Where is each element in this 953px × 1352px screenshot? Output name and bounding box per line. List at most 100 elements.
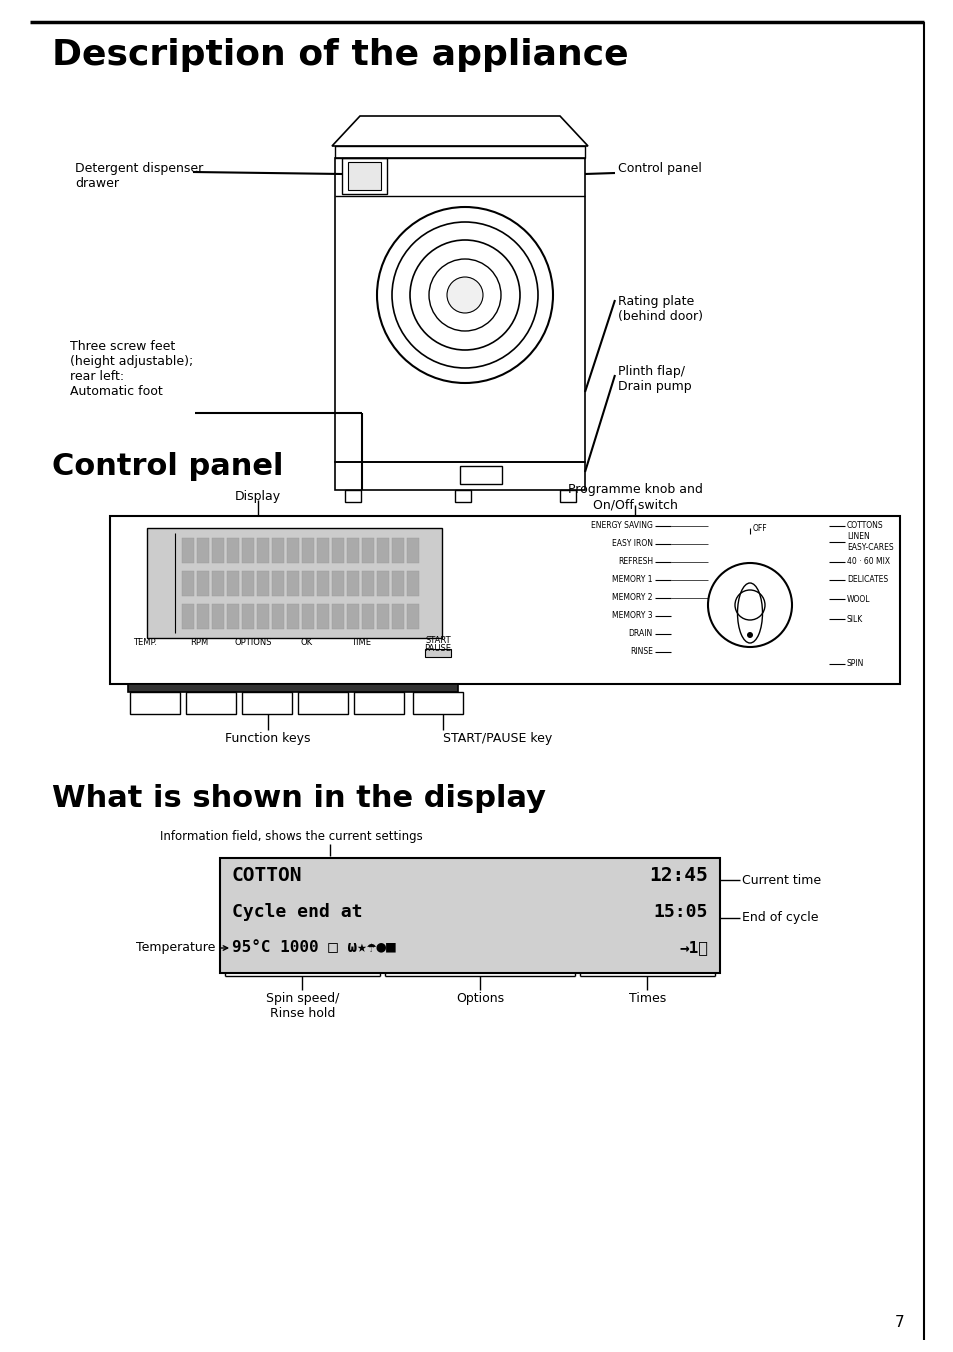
Bar	[242, 692, 292, 714]
Bar	[182, 604, 193, 629]
Bar	[407, 571, 418, 596]
Text: COTTONS: COTTONS	[846, 522, 882, 530]
Bar	[376, 538, 389, 562]
Text: MEMORY 1: MEMORY 1	[612, 576, 652, 584]
Text: MEMORY 2: MEMORY 2	[612, 594, 652, 603]
Bar	[256, 571, 269, 596]
Text: Three screw feet
(height adjustable);
rear left:
Automatic foot: Three screw feet (height adjustable); re…	[70, 339, 193, 397]
Bar	[424, 649, 451, 657]
Bar	[272, 604, 284, 629]
Bar	[287, 538, 298, 562]
Text: What is shown in the display: What is shown in the display	[52, 784, 545, 813]
Text: OFF: OFF	[752, 525, 767, 533]
Text: WOOL: WOOL	[846, 595, 869, 603]
Text: Plinth flap/
Drain pump: Plinth flap/ Drain pump	[618, 365, 691, 393]
Bar	[302, 571, 314, 596]
Text: Cycle end at: Cycle end at	[232, 903, 362, 921]
Bar	[348, 162, 380, 191]
Bar	[212, 571, 224, 596]
Bar	[302, 538, 314, 562]
Bar	[455, 489, 471, 502]
Bar	[272, 538, 284, 562]
Text: 12:45: 12:45	[649, 867, 707, 886]
Text: End of cycle: End of cycle	[741, 911, 818, 925]
Text: COTTON: COTTON	[232, 867, 302, 886]
Bar	[361, 538, 374, 562]
Bar	[256, 604, 269, 629]
Bar	[559, 489, 576, 502]
Bar	[335, 462, 584, 489]
Bar	[196, 571, 209, 596]
Text: →1⏻: →1⏻	[679, 940, 707, 955]
Text: Information field, shows the current settings: Information field, shows the current set…	[160, 830, 422, 844]
Bar	[407, 604, 418, 629]
Bar	[345, 489, 360, 502]
Text: TIME: TIME	[351, 638, 371, 648]
Bar	[335, 146, 584, 158]
Text: LINEN
EASY-CARES: LINEN EASY-CARES	[846, 533, 893, 552]
Bar	[335, 158, 584, 462]
Bar	[316, 604, 329, 629]
Bar	[354, 692, 403, 714]
Text: Rating plate
(behind door): Rating plate (behind door)	[618, 295, 702, 323]
Bar	[302, 604, 314, 629]
Circle shape	[746, 631, 752, 638]
Bar	[361, 571, 374, 596]
Text: Spin speed/
Rinse hold: Spin speed/ Rinse hold	[266, 992, 339, 1019]
Bar	[130, 692, 180, 714]
Text: 95°C 1000 □ ω★☂●■: 95°C 1000 □ ω★☂●■	[232, 940, 395, 955]
Text: START/PAUSE key: START/PAUSE key	[442, 731, 552, 745]
Text: RINSE: RINSE	[630, 648, 652, 657]
Text: Options: Options	[456, 992, 503, 1005]
Bar	[227, 571, 239, 596]
Bar	[347, 538, 358, 562]
Text: Function keys: Function keys	[225, 731, 311, 745]
Bar	[287, 571, 298, 596]
Text: DELICATES: DELICATES	[846, 576, 887, 584]
Bar	[392, 571, 403, 596]
Text: 40 · 60 MIX: 40 · 60 MIX	[846, 557, 889, 566]
Text: Temperature: Temperature	[135, 941, 214, 955]
Bar	[332, 538, 344, 562]
Text: DRAIN: DRAIN	[628, 630, 652, 638]
Text: SILK: SILK	[846, 615, 862, 623]
Bar	[287, 604, 298, 629]
Bar	[182, 538, 193, 562]
Text: Control panel: Control panel	[618, 162, 701, 174]
Bar	[110, 516, 899, 684]
Text: REFRESH: REFRESH	[618, 557, 652, 566]
Bar	[227, 538, 239, 562]
Bar	[361, 604, 374, 629]
Text: START: START	[425, 635, 451, 645]
Bar	[459, 466, 501, 484]
Text: 15:05: 15:05	[653, 903, 707, 921]
Bar	[272, 571, 284, 596]
Bar	[347, 604, 358, 629]
Bar	[186, 692, 235, 714]
Bar	[212, 538, 224, 562]
Text: 7: 7	[894, 1315, 903, 1330]
Text: EASY IRON: EASY IRON	[612, 539, 652, 549]
Bar	[147, 529, 441, 638]
Bar	[242, 538, 253, 562]
Text: MEMORY 3: MEMORY 3	[612, 611, 652, 621]
Bar	[220, 859, 720, 973]
Text: TEMP.: TEMP.	[132, 638, 157, 648]
Text: Display: Display	[234, 489, 281, 503]
Bar	[256, 538, 269, 562]
Bar	[196, 604, 209, 629]
Bar	[332, 604, 344, 629]
Bar	[316, 538, 329, 562]
Text: SPIN: SPIN	[846, 660, 863, 668]
Text: OK: OK	[300, 638, 313, 648]
Bar	[341, 158, 387, 193]
Text: Current time: Current time	[741, 873, 821, 887]
Bar	[242, 571, 253, 596]
Text: OPTIONS: OPTIONS	[234, 638, 272, 648]
Bar	[347, 571, 358, 596]
Bar	[413, 692, 462, 714]
Text: Times: Times	[628, 992, 665, 1005]
Text: ENERGY SAVING: ENERGY SAVING	[591, 522, 652, 530]
Text: RPM: RPM	[190, 638, 208, 648]
Bar	[332, 571, 344, 596]
